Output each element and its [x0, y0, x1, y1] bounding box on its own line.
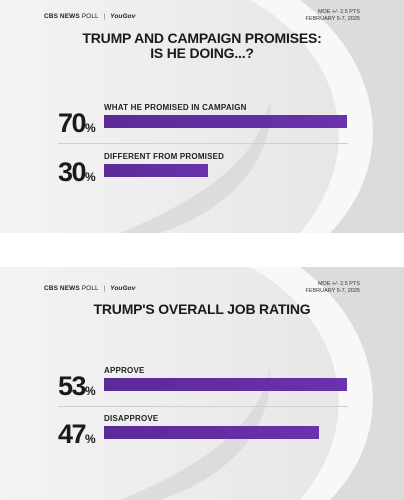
cbs-news-logo: CBS NEWS — [44, 13, 80, 20]
result-bar — [104, 115, 347, 128]
result-bar — [104, 164, 208, 177]
result-bar — [104, 426, 319, 439]
yougov-logo: YouGov — [110, 285, 136, 292]
result-percentage: 47% — [58, 420, 96, 453]
poll-branding: CBS NEWS POLL | YouGov — [44, 285, 135, 292]
poll-date: FEBRUARY 5-7, 2025 — [305, 16, 360, 22]
poll-word: POLL — [81, 285, 99, 292]
poll-branding: CBS NEWS POLL | YouGov — [44, 13, 135, 20]
job-rating-panel: CBS NEWS POLL | YouGov MOE +/- 2.5 PTS F… — [0, 267, 404, 500]
bar-track — [104, 426, 347, 439]
result-label: DISAPPROVE — [104, 414, 159, 423]
branding-separator: | — [103, 285, 106, 292]
result-number: 70 — [58, 108, 87, 138]
row-divider — [58, 143, 348, 144]
percent-sign: % — [85, 170, 96, 184]
percent-sign: % — [85, 432, 96, 446]
result-number: 47 — [58, 419, 87, 449]
result-row: 53% APPROVE — [0, 366, 404, 406]
margin-of-error: MOE +/- 2.5 PTS — [317, 281, 360, 287]
result-percentage: 70% — [58, 109, 96, 142]
result-row: 47% DISAPPROVE — [0, 414, 404, 454]
poll-meta: MOE +/- 2.5 PTS FEBRUARY 5-7, 2025 — [305, 9, 360, 23]
result-label: APPROVE — [104, 366, 145, 375]
bar-track — [104, 164, 347, 177]
result-row: 70% WHAT HE PROMISED IN CAMPAIGN — [0, 103, 404, 143]
cbs-news-logo: CBS NEWS — [44, 285, 80, 292]
row-divider — [58, 406, 348, 407]
margin-of-error: MOE +/- 2.5 PTS — [317, 9, 360, 15]
percent-sign: % — [85, 384, 96, 398]
result-bar — [104, 378, 347, 391]
campaign-promises-panel: CBS NEWS POLL | YouGov MOE +/- 2.5 PTS F… — [0, 0, 404, 233]
result-percentage: 30% — [58, 158, 96, 191]
branding-separator: | — [103, 13, 106, 20]
result-number: 30 — [58, 157, 87, 187]
yougov-logo: YouGov — [110, 13, 136, 20]
poll-word: POLL — [81, 13, 99, 20]
result-label: DIFFERENT FROM PROMISED — [104, 152, 225, 161]
result-number: 53 — [58, 371, 87, 401]
chart-title-line-1: TRUMP'S OVERALL JOB RATING — [93, 301, 311, 317]
bar-track — [104, 115, 347, 128]
poll-meta: MOE +/- 2.5 PTS FEBRUARY 5-7, 2025 — [305, 281, 360, 295]
bar-track — [104, 378, 347, 391]
chart-title: TRUMP'S OVERALL JOB RATING — [0, 302, 404, 317]
background-swoosh — [120, 0, 404, 233]
result-row: 30% DIFFERENT FROM PROMISED — [0, 152, 404, 192]
chart-title: TRUMP AND CAMPAIGN PROMISES: IS HE DOING… — [0, 31, 404, 61]
poll-date: FEBRUARY 5-7, 2025 — [305, 288, 360, 294]
chart-title-line-1: TRUMP AND CAMPAIGN PROMISES: — [82, 30, 322, 46]
result-percentage: 53% — [58, 372, 96, 405]
percent-sign: % — [85, 121, 96, 135]
chart-title-line-2: IS HE DOING...? — [150, 45, 254, 61]
result-label: WHAT HE PROMISED IN CAMPAIGN — [104, 103, 247, 112]
